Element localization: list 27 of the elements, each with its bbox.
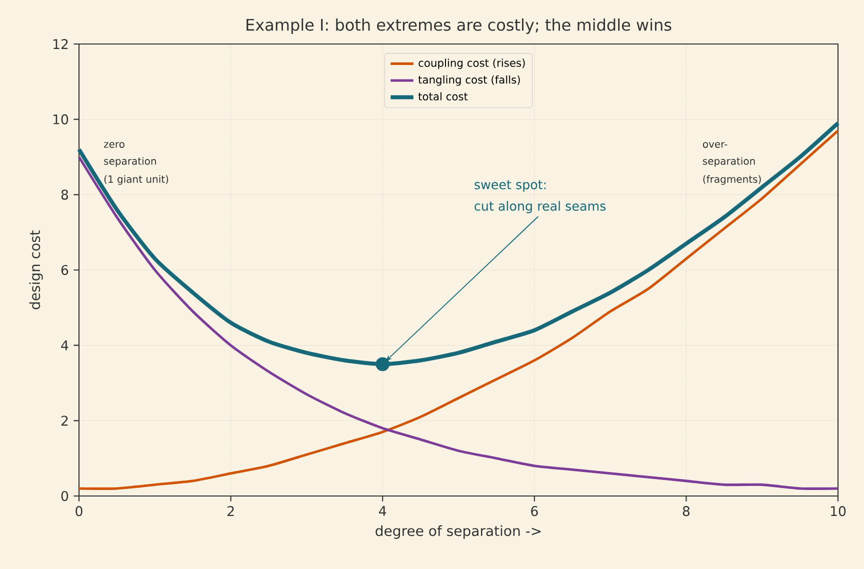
annotation: separation: [702, 157, 755, 167]
legend-label: tangling cost (falls): [418, 75, 520, 86]
annotation: over-: [702, 142, 728, 148]
x-tick-label: 6: [531, 506, 538, 516]
annotation: separation: [104, 157, 156, 167]
x-tick-label: 10: [830, 506, 846, 516]
y-tick-label: 8: [61, 190, 68, 200]
annotation: sweet spot:: [474, 180, 546, 192]
legend-label: coupling cost (rises): [418, 58, 525, 69]
y-tick-label: 0: [61, 490, 68, 502]
x-tick-label: 4: [379, 506, 386, 516]
legend-label: total cost: [418, 92, 468, 100]
y-tick-label: 2: [61, 416, 68, 426]
y-axis-title: design cost: [29, 230, 43, 310]
x-axis-title: degree of separation ->: [376, 525, 541, 539]
annotation: zero: [104, 142, 124, 148]
x-tick-label: 8: [682, 506, 690, 516]
annotation: (1 giant unit): [104, 175, 168, 185]
chart-title: Example I: both extremes are costly; the middle wins: [246, 18, 672, 34]
y-tick-label: 10: [53, 114, 68, 124]
x-tick-label: 2: [228, 506, 234, 516]
y-tick-label: 4: [61, 340, 68, 350]
annotation: cut along real seams: [474, 200, 606, 214]
y-tick-label: 12: [53, 39, 68, 49]
x-tick-label: 0: [76, 506, 82, 516]
annotation: (fragments): [703, 175, 761, 185]
y-tick-label: 6: [61, 264, 68, 276]
